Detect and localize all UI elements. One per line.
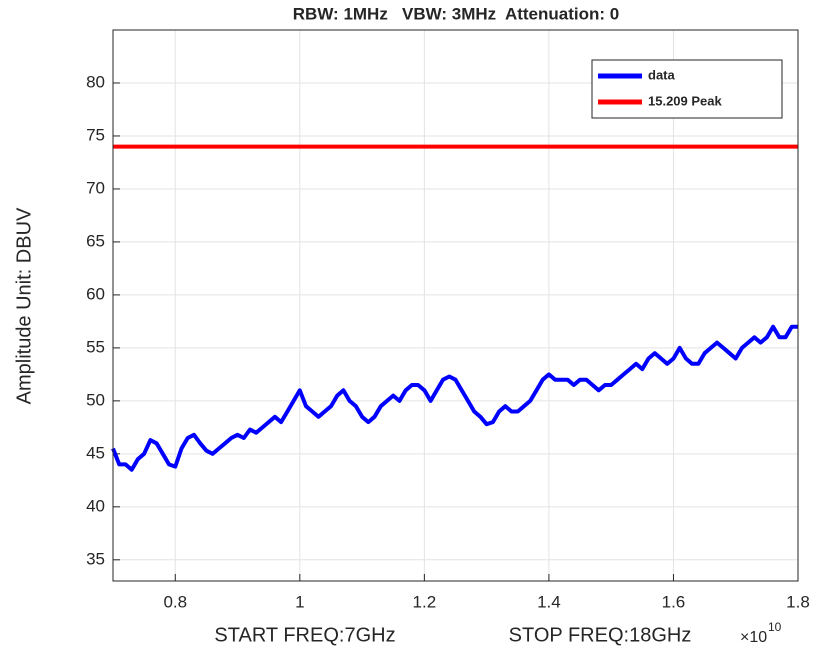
plot-area — [113, 30, 798, 581]
y-tick-label: 80 — [86, 72, 105, 91]
x-tick-label: 1.8 — [786, 592, 810, 611]
data-line — [111, 324, 798, 472]
x-multiplier-exponent: 10 — [768, 620, 782, 634]
x-multiplier: ×10 — [740, 629, 767, 646]
x-tick-label: 1.6 — [662, 592, 686, 611]
x-tick-label: 1.2 — [413, 592, 437, 611]
y-tick-label: 65 — [86, 231, 105, 250]
legend-label: 15.209 Peak — [648, 93, 723, 108]
x-axis-label: STOP FREQ:18GHz — [509, 624, 692, 646]
y-tick-label: 50 — [86, 390, 105, 409]
y-tick-label: 40 — [86, 496, 105, 515]
x-axis-label: START FREQ:7GHz — [214, 624, 395, 646]
y-tick-label: 60 — [86, 284, 105, 303]
x-tick-label: 0.8 — [163, 592, 187, 611]
legend-box — [591, 59, 783, 119]
legend-label: data — [648, 67, 676, 82]
y-tick-label: 45 — [86, 443, 105, 462]
plot-frame — [112, 29, 799, 582]
x-tick-label: 1.4 — [537, 592, 561, 611]
y-axis-label: Amplitude Unit: DBUV — [13, 207, 35, 404]
y-tick-label: 35 — [86, 549, 105, 568]
x-tick-label: 1 — [295, 592, 304, 611]
y-tick-label: 75 — [86, 125, 105, 144]
y-tick-label: 55 — [86, 337, 105, 356]
y-tick-label: 70 — [86, 178, 105, 197]
chart-title: RBW: 1MHz VBW: 3MHz Attenuation: 0 — [293, 4, 619, 23]
